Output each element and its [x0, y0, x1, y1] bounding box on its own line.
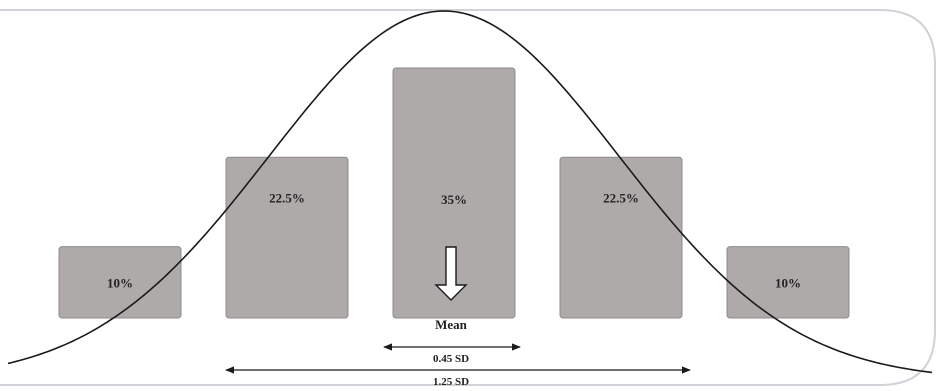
- inner-span-label: 0.45 SD: [433, 353, 469, 365]
- bar-value-label-2: 22.5%: [269, 190, 305, 205]
- bar-2: [225, 156, 349, 319]
- bar-3: [392, 67, 516, 319]
- mean-label: Mean: [435, 317, 468, 332]
- outer-span-label: 1.25 SD: [433, 376, 469, 388]
- bar-5: [726, 246, 850, 319]
- bars-layer: 10% 22.5% 35% 22.5% 10%: [58, 67, 850, 319]
- bar-value-label-5: 10%: [775, 275, 801, 290]
- frame-border: [0, 9, 936, 386]
- normal-distribution-curve: [7, 10, 933, 374]
- bar-value-label-4: 22.5%: [603, 190, 639, 205]
- bar-value-label-3: 35%: [441, 192, 467, 207]
- bar-value-label-1: 10%: [107, 275, 133, 290]
- bar-1: [58, 246, 182, 319]
- mean-down-arrow-icon: [434, 246, 468, 301]
- bar-4: [559, 156, 683, 319]
